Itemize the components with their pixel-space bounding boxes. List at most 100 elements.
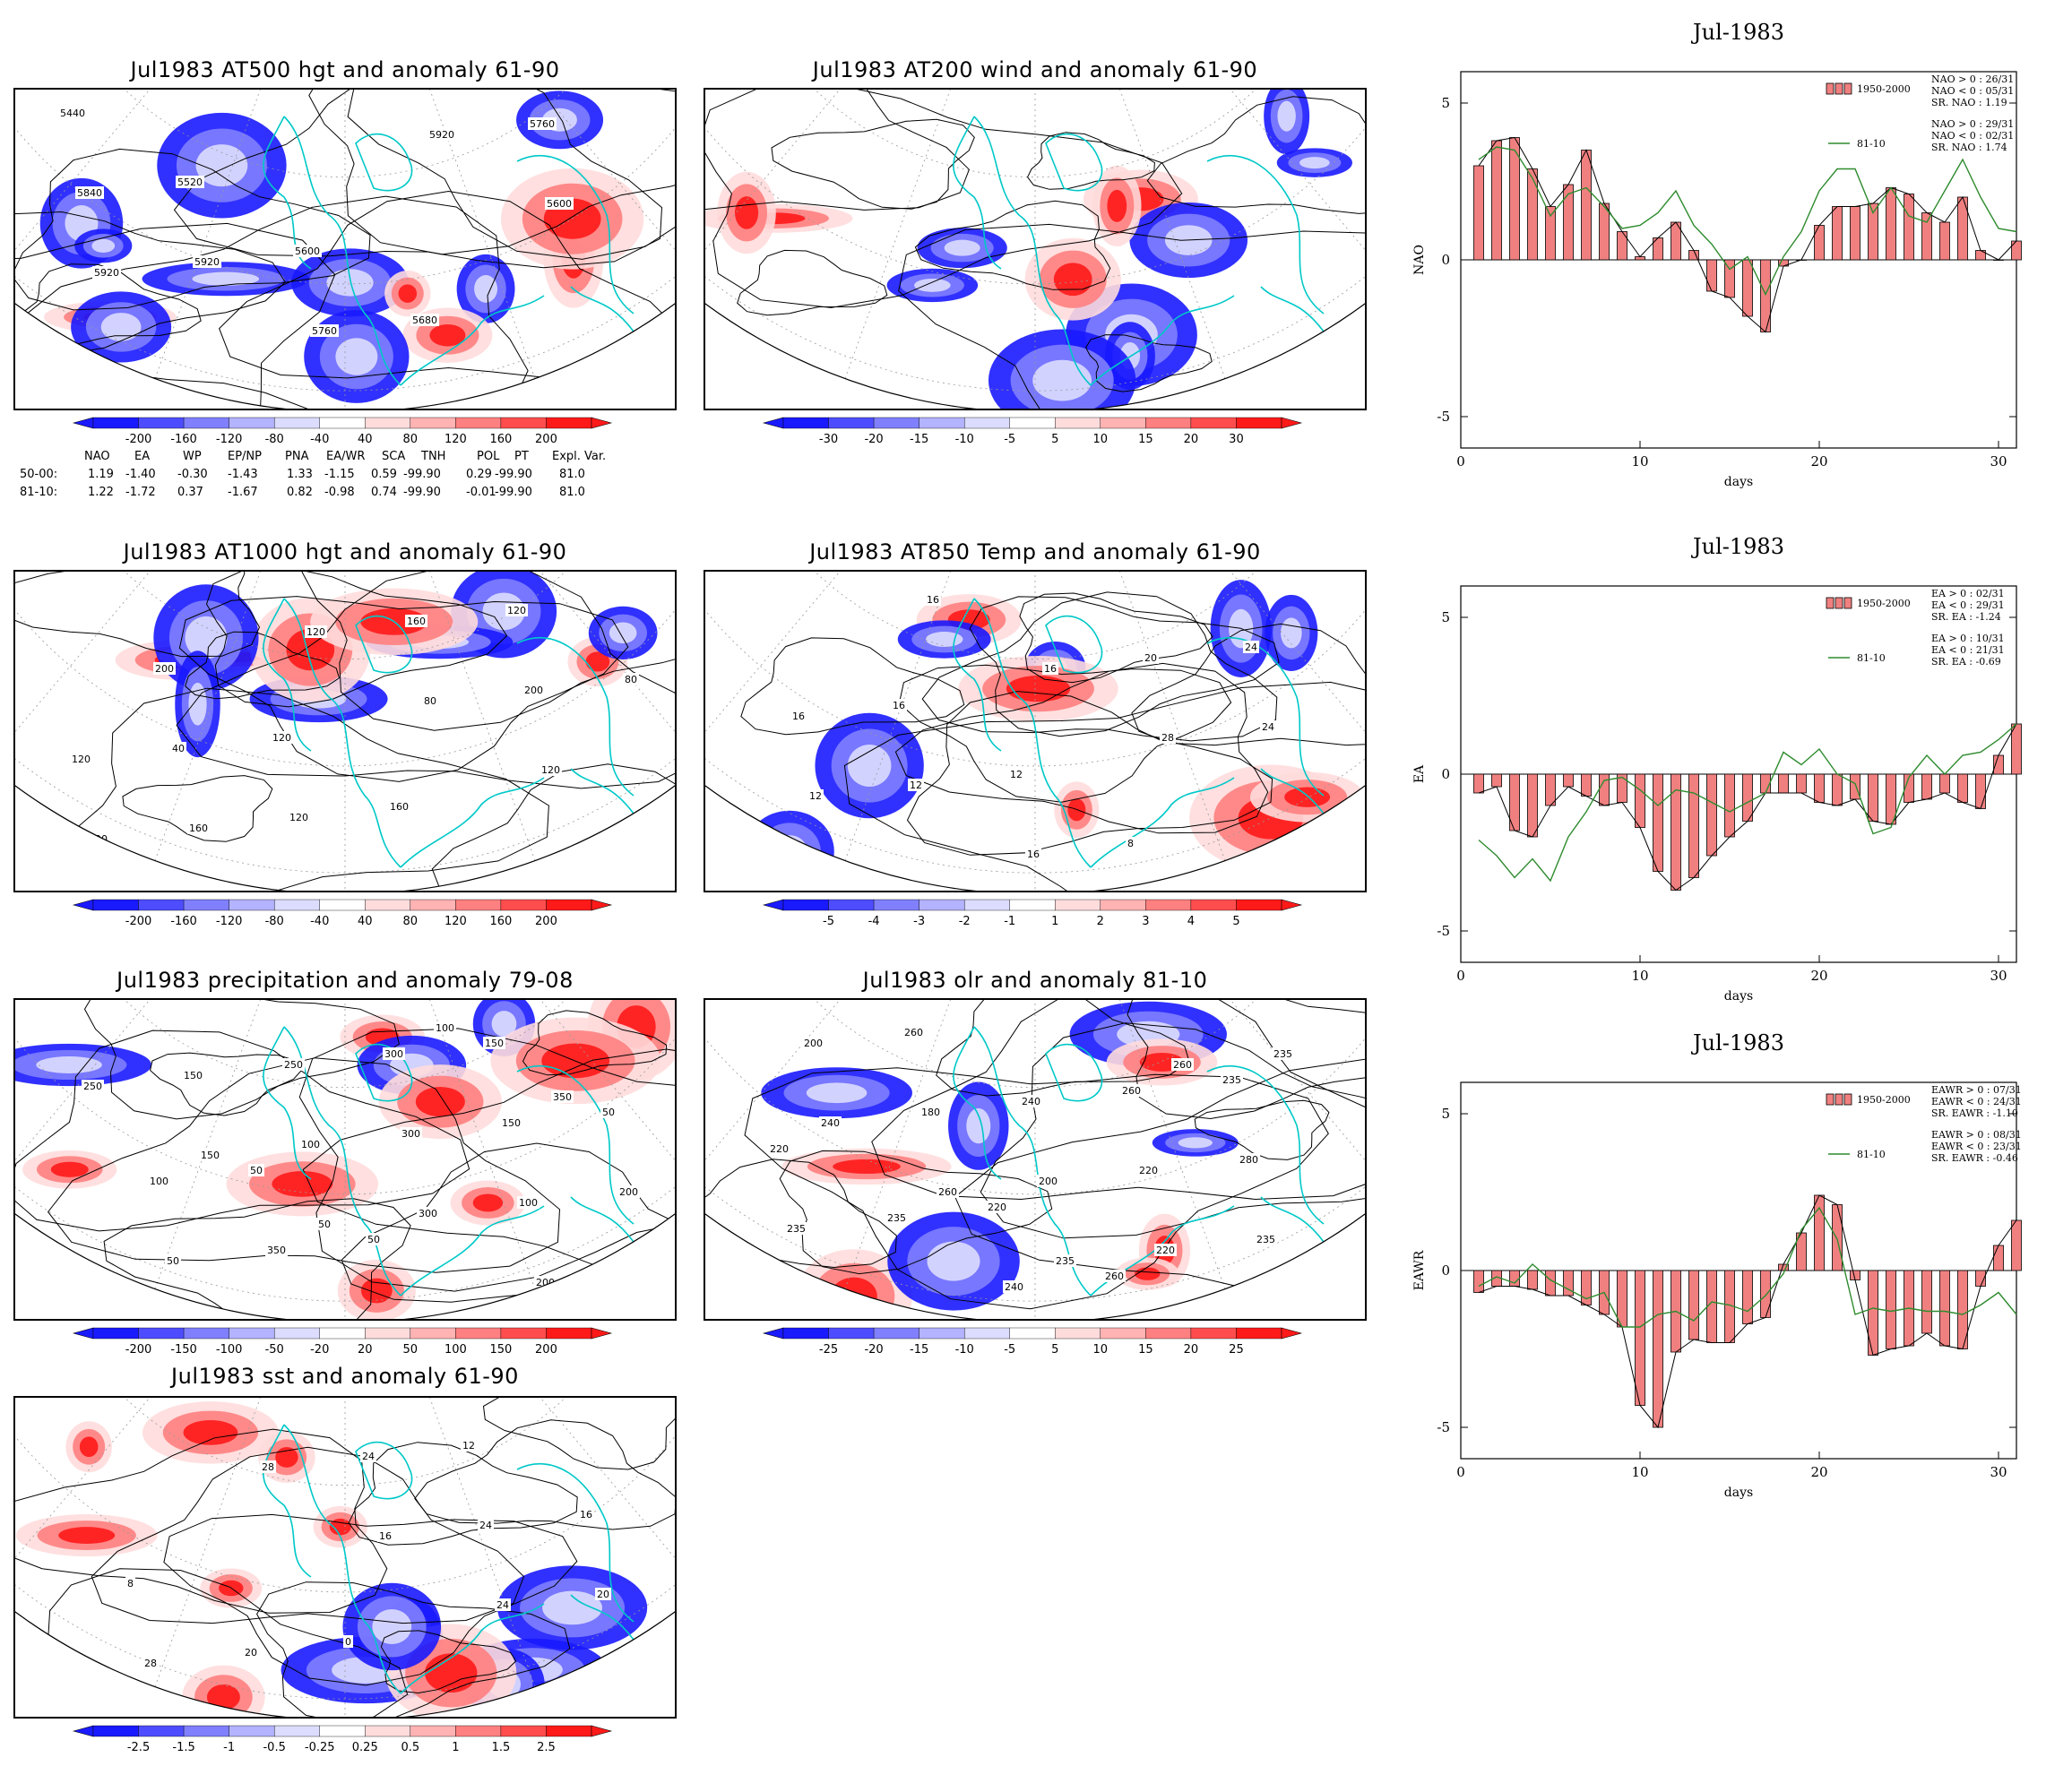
legend-label-line: 81-10 [1857,1149,1886,1160]
contour-label: 5680 [412,314,437,326]
bar [1760,259,1771,332]
contour-label-bg [578,1508,594,1521]
x-tick-label: 0 [1456,968,1465,984]
contour-label-bg [199,1149,221,1161]
colorbar-segment [455,899,502,911]
contour-label: 28 [262,1461,274,1473]
timeseries-title: Jul-1983 [1693,20,1784,45]
contour-label: 12 [1010,769,1023,780]
colorbar-segment [365,899,411,911]
colorbar-tick-label: -1 [223,1741,235,1754]
colorbar-arrow-left [762,1327,784,1340]
map-canvas: 16 12 8 24 16 12 16 20 24 12 16 16 28 [705,572,1365,891]
contour-label: 5760 [530,118,555,130]
contour-label-bg [1160,731,1176,744]
index-header: PNA [285,450,309,463]
colorbar-segment [873,1327,919,1340]
colorbar-tick-label: 20 [1184,433,1199,446]
colorbar-segment [782,899,829,911]
index-header: EA [134,450,151,463]
contour-label: 235 [1222,1074,1241,1086]
map-title: Jul1983 sst and anomaly 61-90 [171,1364,519,1389]
contour-label: 5840 [77,187,102,199]
contour-label: 235 [787,1223,806,1235]
contour-label-bg [891,699,907,711]
contour-label-bg [908,779,924,791]
colorbar-arrow-left [72,1327,94,1340]
contour-label-bg [1238,1153,1260,1166]
contour-label: 100 [436,1022,454,1034]
contour-label: 120 [306,626,325,638]
timeseries-chart-nao: 5 0 -5 0 10 20 30 days NAO 1950-2000 81-10 NAO > 0 … [1398,63,2025,511]
colorbar-segment [183,1327,229,1340]
colorbar-segment [1145,899,1192,911]
timeseries-chart-ea: 5 0 -5 0 10 20 30 days EA 1950-2000 81-10 EA > 0 : … [1398,577,2025,1025]
contour-label: 220 [1156,1245,1175,1256]
contour-label-bg [785,1222,807,1235]
bar [1832,773,1843,806]
contour-label: 16 [1044,663,1057,675]
bar [1688,1270,1699,1340]
coastline [283,1026,401,1297]
colorbar-segment [500,1327,547,1340]
colorbar-segment [963,1327,1010,1340]
index-header: POL [477,450,500,463]
map-title: Jul1983 precipitation and anomaly 79-08 [117,968,574,993]
colorbar-segment [1055,899,1101,911]
contour-label-bg [517,1196,540,1209]
contour-label: 250 [83,1081,102,1092]
colorbar-segment [410,899,456,911]
coastline [1206,636,1325,797]
colorbar-segment [92,1725,139,1737]
colorbar-arrow-left [762,899,784,911]
contour-label-bg [82,1080,104,1092]
index-value: 1.33 [287,468,313,481]
bar [1939,221,1950,261]
contour-line [1085,334,1213,392]
contour-label-bg [58,107,87,119]
contour-label: 150 [201,1150,220,1161]
contour-line [898,223,1365,409]
contour-label-bg [505,604,528,616]
contour-line [1027,132,1155,190]
contour-label-bg [92,266,121,279]
legend-label-line: 81-10 [1857,138,1886,150]
longitude-line [844,90,1036,379]
colorbar-segment [828,417,875,429]
negative-anomaly-area [847,745,892,788]
colorbar-segment [92,899,139,911]
negative-anomaly-area [195,144,248,187]
colorbar-arrow-right [1281,1327,1303,1340]
coastline [263,1026,312,1180]
bar [1473,165,1484,261]
bar [1760,773,1771,794]
x-tick-label: 20 [1810,968,1827,984]
index-value: -99.90 [403,486,441,499]
index-value: -0.98 [324,486,355,499]
contour-label-bg [1042,662,1058,675]
positive-anomaly-area [1284,787,1331,807]
longitude-line [154,1398,346,1687]
colorbar-tick-label: -200 [125,1343,152,1357]
index-header: PT [514,450,529,463]
contour-label: 260 [1122,1085,1141,1097]
bar [2011,240,2022,261]
contour-label-bg [937,1185,959,1198]
bar [1742,1270,1753,1324]
longitude-line [344,90,675,135]
contour-label-bg [243,1646,259,1658]
colorbar-segment [828,899,875,911]
contour-label: 24 [496,1599,509,1611]
colorbar-segment [365,1725,411,1737]
index-value: -1.40 [125,468,156,481]
coastline [400,1205,545,1297]
contour-label: 28 [144,1658,157,1669]
x-tick-label: 30 [1990,968,2007,984]
bar [1671,773,1681,891]
bar [1599,202,1610,261]
map-content: 5440 5520 5600 5680 5760 5840 5920 5760 5920 5600… [15,90,675,409]
index-header: WP [183,450,202,463]
coastline [953,598,1002,752]
bar [1957,773,1968,803]
colorbar-tick-label: -30 [819,433,838,446]
